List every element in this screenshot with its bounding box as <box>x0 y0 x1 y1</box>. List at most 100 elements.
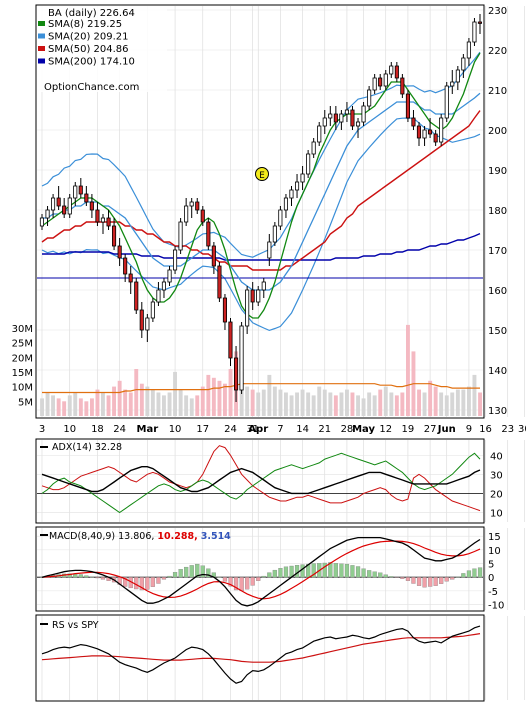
volume-bar <box>178 389 183 416</box>
volume-bar <box>217 380 222 417</box>
candle-body <box>294 181 300 191</box>
macd-histogram-bar <box>134 577 139 590</box>
volume-bar <box>40 398 44 416</box>
candle-body <box>195 201 200 211</box>
macd-histogram-bar <box>233 577 239 591</box>
candle-body <box>289 189 294 199</box>
macd-histogram-bar <box>250 577 255 586</box>
price-y-tick-label: 160 <box>488 286 507 297</box>
candle-body <box>372 77 377 91</box>
macd-histogram-bar <box>477 567 483 578</box>
volume-bar <box>328 392 333 416</box>
volume-bar <box>123 389 128 416</box>
candle-body <box>117 245 122 259</box>
volume-bar <box>439 392 444 416</box>
candle-body <box>394 65 399 79</box>
macd-histogram-bar <box>161 577 167 580</box>
candle-body <box>95 209 100 223</box>
macd-signal-line <box>41 540 481 600</box>
candle-body <box>206 221 211 247</box>
macd-histogram-bar <box>461 573 466 578</box>
candle-body <box>45 209 50 219</box>
macd-histogram-bar <box>139 577 144 591</box>
volume-bar <box>45 392 50 416</box>
candle-body <box>422 129 427 139</box>
macd-histogram-bar <box>100 577 106 580</box>
volume-bar <box>345 389 349 416</box>
volume-bar <box>400 392 405 416</box>
macd-histogram-bar <box>439 577 444 584</box>
legend-label: SMA(50) 204.86 <box>48 44 129 55</box>
macd-histogram-bar <box>428 577 433 587</box>
x-tick-label: 9 <box>466 424 472 435</box>
volume-bar <box>422 392 427 416</box>
candle-body <box>472 21 477 43</box>
macd-histogram-bar <box>455 576 460 578</box>
macd-histogram-bar <box>95 577 100 579</box>
candle-body <box>89 201 94 211</box>
macd-histogram-bar <box>272 569 277 578</box>
x-tick-label: May <box>352 424 375 435</box>
x-tick-label: 24 <box>224 424 237 435</box>
candle-body <box>311 141 316 155</box>
candle-body <box>361 105 366 123</box>
volume-bar <box>394 395 399 416</box>
macd-histogram-bar <box>433 577 438 586</box>
x-tick-label: 7 <box>277 424 283 435</box>
candle-body <box>211 245 216 267</box>
sma50-line <box>41 110 481 271</box>
volume-bar <box>117 380 122 417</box>
candle-body <box>322 117 327 127</box>
macd-histogram-bar <box>300 564 305 578</box>
macd-histogram-bar <box>411 577 416 584</box>
macd-histogram-bar <box>245 577 250 590</box>
legend-label: SMA(200) 174.10 <box>48 57 135 68</box>
candle-body <box>256 289 261 303</box>
sma8-line <box>41 52 481 319</box>
candle-body <box>245 289 250 327</box>
candle-body <box>317 125 322 143</box>
candle-body <box>106 217 111 227</box>
volume-bar <box>106 395 111 416</box>
rs-average-line <box>41 633 481 663</box>
volume-layer <box>39 324 483 592</box>
adx-title: ADX(14) 32.28 <box>52 442 122 453</box>
adx-minus-di-line <box>41 445 481 512</box>
candle-body <box>189 201 194 207</box>
macd-histogram-bar <box>222 577 228 582</box>
macd-histogram-bar <box>472 568 477 578</box>
candle-body <box>433 133 438 143</box>
x-tick-label: 16 <box>479 424 492 435</box>
adx-plus-di-line <box>41 452 481 514</box>
macd-histogram-bar <box>256 577 261 581</box>
macd-histogram-bar <box>322 562 327 578</box>
candle-body <box>455 69 460 83</box>
volume-bar <box>167 392 172 416</box>
candle-body <box>350 109 355 127</box>
volume-bar <box>389 392 394 416</box>
price-y-tick-label: 200 <box>488 126 507 137</box>
volume-bar <box>356 395 360 416</box>
volume-bar <box>78 398 83 416</box>
volume-bar <box>278 389 283 416</box>
x-tick-label: 19 <box>402 424 415 435</box>
volume-y-tick-label: 5M <box>18 397 33 408</box>
volume-bar <box>128 392 133 416</box>
price-y-tick-label: 180 <box>488 206 507 217</box>
macd-y-tick-label: -5 <box>488 587 498 598</box>
macd-histogram-bar <box>394 577 399 578</box>
macd-histogram-bar <box>195 563 200 578</box>
macd-histogram-bar <box>389 576 394 578</box>
watermark: OptionChance.com <box>44 82 139 93</box>
volume-bar <box>295 392 299 416</box>
adx-y-tick-label: 10 <box>490 508 503 519</box>
volume-bar <box>467 386 471 416</box>
volume-bar <box>195 395 200 416</box>
volume-bar <box>367 392 372 416</box>
volume-bar <box>383 386 388 416</box>
volume-bar <box>162 395 166 416</box>
volume-bar <box>200 386 205 416</box>
legend-swatch <box>38 21 45 26</box>
